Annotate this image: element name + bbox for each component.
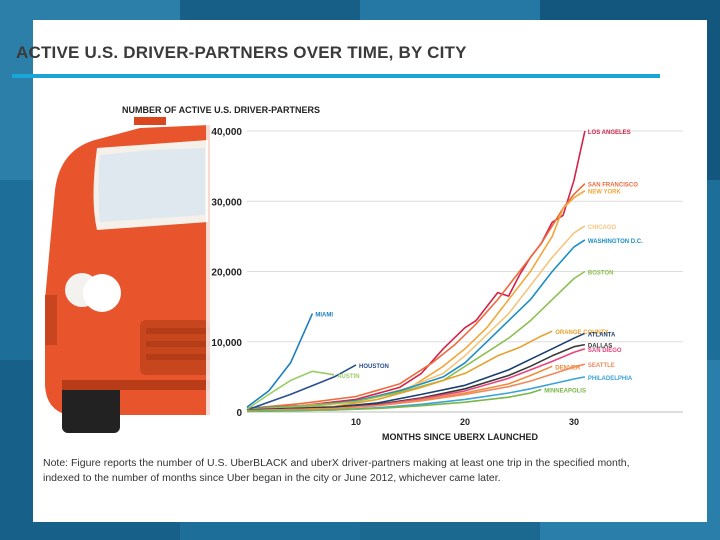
series-line [246, 388, 542, 413]
x-axis-label: MONTHS SINCE UBERX LAUNCHED [382, 432, 539, 442]
y-tick-label: 20,000 [211, 268, 242, 279]
series-label: DALLAS [588, 344, 612, 350]
series-label: SAN DIEGO [588, 348, 622, 354]
series-label: ORANGE COUNTY [555, 330, 608, 336]
series-line [246, 370, 335, 410]
series-label: SEATTLE [588, 363, 615, 369]
car-illustration [45, 115, 248, 433]
series-label: HOUSTON [359, 364, 389, 370]
series-label: PHILADELPHIA [588, 376, 633, 382]
grid [247, 130, 683, 343]
y-axis-label: NUMBER OF ACTIVE U.S. DRIVER-PARTNERS [122, 105, 320, 115]
y-tick-label: 10,000 [211, 338, 242, 349]
series-line [246, 130, 586, 409]
series-label: ATLANTA [588, 332, 616, 338]
y-tick-label: 30,000 [211, 197, 242, 208]
title-rule [12, 74, 660, 78]
chart-title: ACTIVE U.S. DRIVER-PARTNERS OVER TIME, B… [16, 43, 467, 62]
y-tick-label: 0 [236, 408, 242, 419]
series-label: DENVER [555, 365, 581, 371]
axes: 0 10,000 20,000 30,000 40,000 10 20 30 [211, 127, 683, 427]
series-label: LOS ANGELES [588, 130, 631, 136]
series-label: SAN FRANCISCO [588, 183, 638, 189]
y-tick-label: 40,000 [211, 127, 242, 138]
series-line [246, 330, 553, 411]
series-line [246, 332, 586, 411]
x-tick-label: 10 [351, 417, 361, 427]
series-label: WASHINGTON D.C. [588, 239, 643, 245]
series-line [246, 270, 586, 410]
x-tick-label: 20 [460, 417, 470, 427]
series-label: NEW YORK [588, 190, 622, 196]
series-line [246, 313, 314, 408]
series-label: CHICAGO [588, 225, 617, 231]
series-label: AUSTIN [337, 374, 359, 380]
series-label: BOSTON [588, 271, 614, 277]
series-lines [246, 130, 586, 413]
chart-note: Note: Figure reports the number of U.S. … [43, 457, 630, 484]
series-line [246, 363, 586, 412]
x-tick-label: 30 [569, 417, 579, 427]
series-line [246, 183, 586, 410]
series-line [246, 364, 357, 411]
series-label: MIAMI [315, 313, 333, 319]
series-label: MINNEAPOLIS [544, 389, 586, 395]
